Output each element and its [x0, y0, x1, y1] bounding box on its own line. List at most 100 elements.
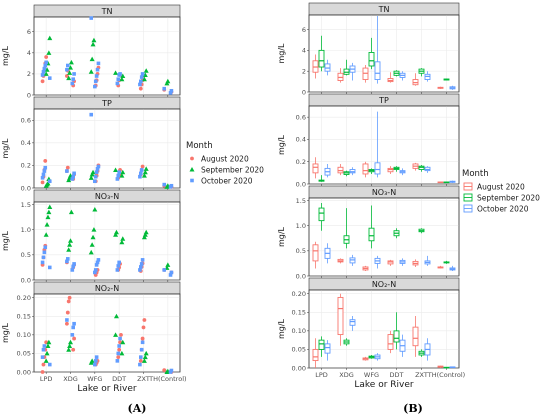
plot-area [33, 16, 181, 96]
point-ZXT-0 [138, 358, 143, 363]
point-LPD-0 [40, 180, 45, 185]
point-LPD-2 [47, 179, 52, 184]
point-XDG-2 [72, 171, 76, 176]
box-WFG-0 [362, 356, 369, 361]
point-ZXT-1 [142, 72, 148, 77]
point-WFG-2 [95, 167, 100, 171]
y-axis-label: mg/L [1, 45, 10, 66]
box-TH(Control)-0 [437, 181, 444, 184]
plot-border [33, 293, 181, 373]
y-tick-label: 0.10 [17, 331, 31, 339]
point-ZXT-2 [138, 268, 142, 272]
box-XDG-1 [343, 338, 350, 346]
y-tick-label: 0.00 [17, 368, 31, 376]
point-LPD-1 [43, 71, 49, 76]
legend-item-2: October 2020 [463, 205, 529, 214]
point-XDG-2 [70, 268, 75, 272]
box-DDT-0 [387, 166, 394, 174]
box-XDG-0 [337, 68, 344, 83]
point-XDG-2 [71, 325, 75, 330]
point-XDG-1 [66, 177, 72, 183]
x-tick-label: ZXT [137, 375, 150, 383]
box-ZXT-2 [424, 71, 431, 82]
point-LPD-1 [44, 222, 50, 227]
point-TH(Control)-0 [162, 368, 167, 373]
point-LPD-2 [43, 165, 48, 170]
x-tick-label: XDG [63, 375, 78, 383]
box-TH(Control)-2 [449, 366, 456, 369]
data-marks [312, 111, 456, 184]
box-body [312, 348, 319, 362]
facet-strip-title: NO₂-N [372, 280, 396, 289]
box-XDG-0 [337, 163, 344, 176]
point-WFG-1 [89, 242, 95, 247]
point-WFG-1 [90, 41, 96, 47]
point-XDG-1 [67, 70, 73, 75]
point-ZXT-1 [141, 358, 147, 363]
box-LPD-1 [318, 35, 325, 72]
point-ZXT-1 [142, 169, 148, 175]
box-ZXT-1 [418, 68, 425, 77]
box-body [393, 330, 400, 343]
box-XDG-1 [343, 208, 350, 249]
point-WFG-2 [89, 16, 94, 20]
point-ZXT-2 [139, 265, 143, 269]
plot-area [33, 293, 181, 373]
point-DDT-1 [113, 332, 119, 337]
y-axis-label: mg/L [277, 318, 286, 339]
point-DDT-2 [115, 359, 120, 363]
box-ZXT-1 [418, 349, 425, 357]
legend-key-marker [189, 167, 195, 172]
box-LPD-0 [312, 241, 319, 269]
point-XDG-2 [72, 262, 76, 266]
point-LPD-0 [40, 79, 45, 84]
point-XDG-2 [70, 333, 75, 337]
box-DDT-1 [393, 228, 400, 239]
caption-a: (A) [128, 402, 147, 415]
point-LPD-1 [46, 209, 52, 215]
point-DDT-2 [118, 336, 122, 341]
point-ZXT-1 [142, 232, 148, 237]
box-WFG-2 [374, 255, 381, 269]
point-XDG-2 [72, 321, 76, 326]
box-DDT-1 [393, 70, 400, 77]
point-XDG-2 [65, 67, 69, 72]
legend-key-marker [190, 156, 194, 161]
point-WFG-1 [91, 227, 97, 232]
y-tick-label: 2 [27, 70, 31, 78]
data-marks [40, 295, 174, 374]
box-DDT-2 [399, 168, 406, 176]
point-DDT-1 [120, 339, 126, 345]
point-XDG-1 [68, 339, 73, 345]
facet-strip-title: TP [101, 99, 112, 108]
point-WFG-1 [89, 171, 95, 177]
point-LPD-2 [42, 344, 47, 348]
data-marks [40, 204, 174, 277]
plot-border [308, 14, 460, 93]
plot-border [308, 197, 460, 277]
facet-a-3: NO₂-N 0.00 0.05 0.10 0.15 0.20 mg/L LPD XDG WFG DD… [1, 281, 187, 394]
point-XDG-1 [67, 242, 73, 247]
point-XDG-2 [71, 174, 75, 179]
box-WFG-0 [362, 161, 369, 178]
point-XDG-2 [72, 72, 76, 76]
point-ZXT-2 [140, 340, 145, 345]
box-WFG-1 [368, 37, 375, 70]
box-TH(Control)-0 [437, 265, 444, 269]
point-XDG-0 [65, 74, 69, 78]
x-tick-label: TH(Control) [148, 375, 186, 383]
x-tick-label: DDT [390, 371, 404, 379]
box-ZXT-0 [412, 259, 419, 267]
box-body [312, 244, 319, 262]
point-TH(Control)-1 [165, 262, 171, 267]
y-tick-label: 0 [302, 88, 306, 96]
point-WFG-2 [93, 362, 97, 367]
box-LPD-2 [324, 243, 331, 264]
point-WFG-2 [93, 84, 97, 89]
plot-area [33, 108, 181, 189]
point-XDG-0 [71, 347, 76, 352]
point-TH(Control)-2 [162, 182, 167, 187]
point-ZXT-1 [143, 68, 149, 73]
box-LPD-1 [318, 175, 325, 182]
point-XDG-0 [65, 165, 70, 170]
